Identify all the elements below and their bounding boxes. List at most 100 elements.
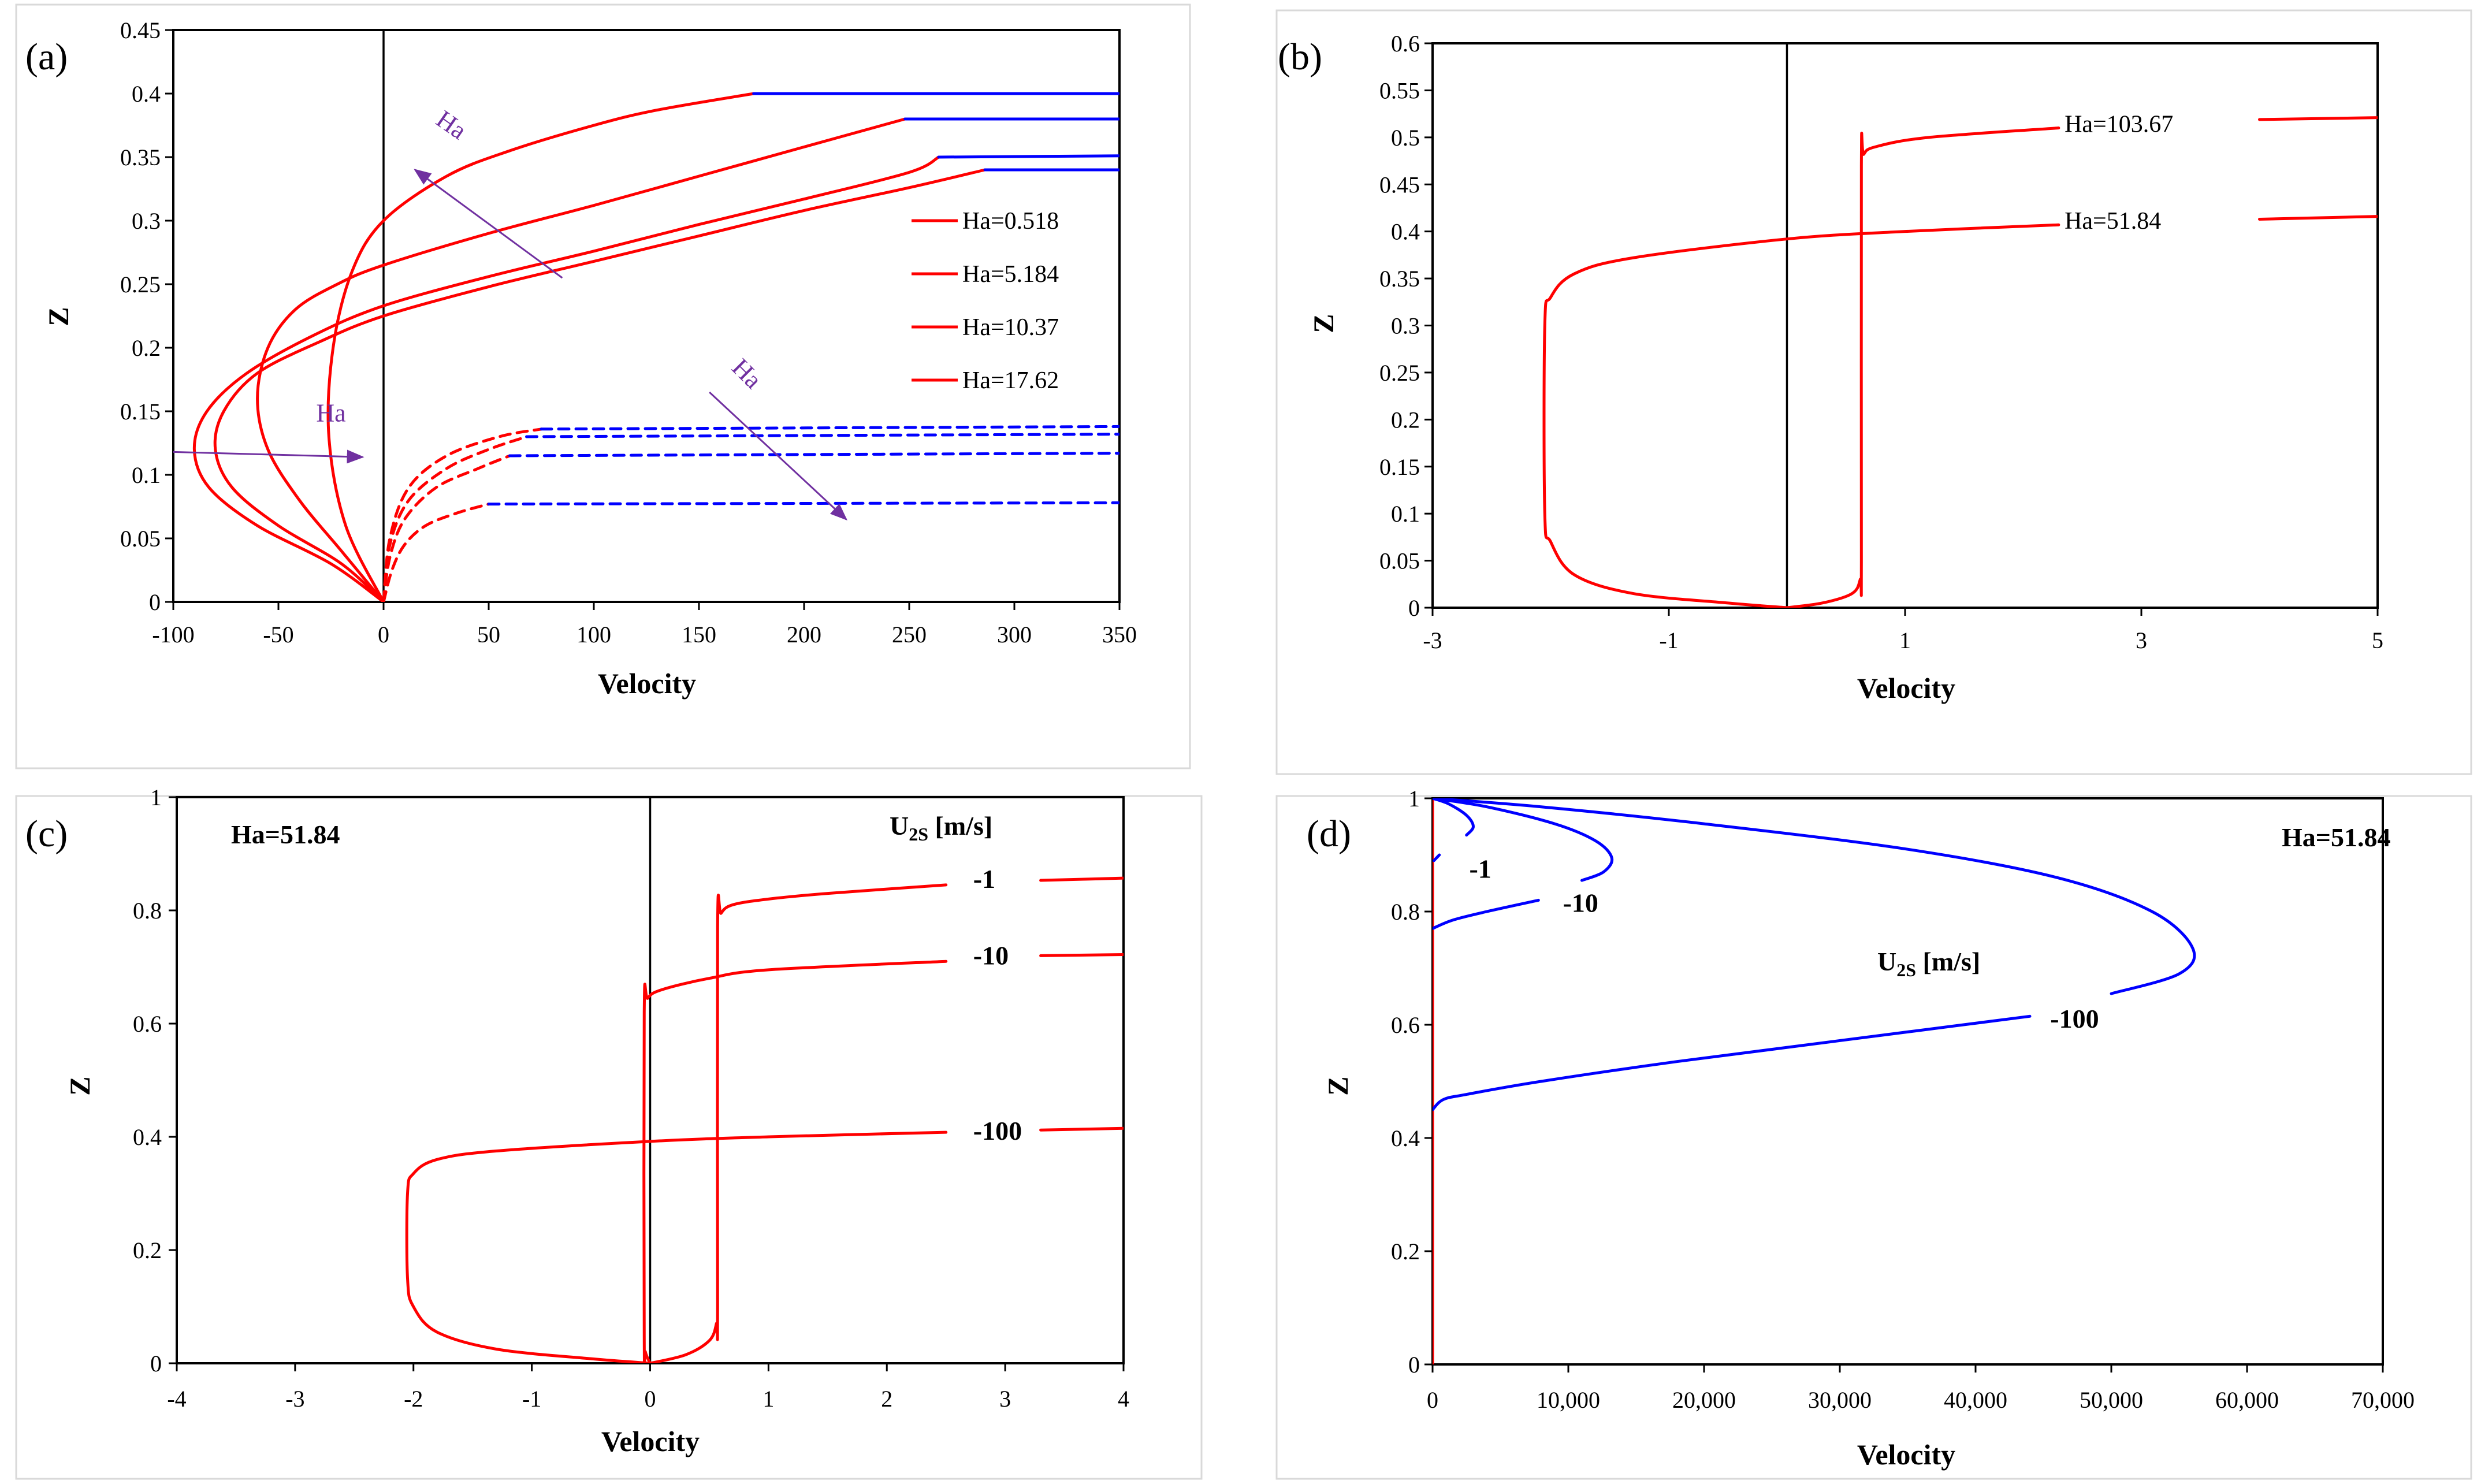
x-tick-label: 10,000	[1537, 1387, 1600, 1413]
x-tick-label: 100	[576, 622, 611, 648]
x-tick-label: 3	[999, 1386, 1011, 1412]
y-tick-label: 0.2	[133, 1237, 162, 1263]
plot-area	[172, 29, 1121, 603]
y-tick-label: 0.2	[1391, 407, 1420, 433]
legend-title-subscript: 2S	[1896, 959, 1916, 980]
x-tick-label: 4	[1118, 1386, 1129, 1412]
x-tick-label: -4	[167, 1386, 186, 1412]
panel-letter: (c)	[25, 813, 68, 855]
x-tick-label: -3	[285, 1386, 304, 1412]
y-tick-label: 0.4	[133, 1124, 162, 1150]
y-tick-label: 0.6	[1391, 31, 1420, 57]
series-line-ha-5.184-lower-	[382, 454, 511, 602]
curve-label: Ha=51.84	[2065, 208, 2161, 235]
y-tick-label: 1	[150, 784, 162, 810]
x-axis-label: Velocity	[1857, 1438, 1955, 1471]
y-tick-label: 0.5	[1391, 125, 1420, 151]
panel-a: -100 -50 0 50 100 150 200 250 300 350 0 0.05 0.1 0.15…	[15, 3, 1191, 769]
x-tick-label: 250	[892, 622, 927, 648]
x-tick-label: -3	[1423, 627, 1442, 653]
y-tick-label: 0.2	[132, 335, 161, 361]
legend-entry: Ha=0.518	[962, 208, 1059, 235]
y-tick-label: 0.55	[1379, 77, 1420, 103]
series-group	[1433, 798, 2196, 1364]
y-tick-label: 0.6	[133, 1011, 162, 1037]
y-tick-label: 0	[149, 589, 161, 615]
y-axis-label: Z	[42, 307, 75, 326]
curve-label: Ha=103.67	[2065, 111, 2173, 137]
curve-label: -1	[973, 864, 995, 894]
y-tick-label: 0.4	[1391, 1125, 1420, 1151]
series-line--10-ext-	[1039, 953, 1124, 957]
legend-entry: Ha=5.184	[962, 261, 1059, 288]
ha-arrow	[414, 169, 563, 279]
x-tick-label: -100	[152, 622, 194, 648]
curve-label: -100	[2050, 1004, 2099, 1033]
x-tick-label: 5	[2372, 627, 2383, 653]
series-line--100-ext-	[1039, 1126, 1124, 1132]
y-tick-label: 0.2	[1391, 1238, 1420, 1264]
series-line-ha-51.84-ext-	[2258, 215, 2378, 221]
y-tick-label: 0.05	[1379, 548, 1420, 574]
x-tick-label: 70,000	[2351, 1387, 2415, 1413]
series-line-ha-5.184-lower-ext-	[508, 452, 1119, 458]
y-tick-label: 0	[1408, 595, 1420, 621]
x-tick-label: 0	[645, 1386, 656, 1412]
curve-label: -100	[973, 1116, 1022, 1145]
x-tick-label: 200	[787, 622, 821, 648]
series-line--1-lower-	[1433, 853, 1441, 862]
y-axis-label: Z	[1307, 314, 1340, 333]
x-tick-label: 3	[2136, 627, 2147, 653]
legend-entry: Ha=17.62	[962, 367, 1059, 394]
x-axis-label: Velocity	[1857, 672, 1955, 704]
series-line-ha-0.518-lower-	[382, 503, 490, 602]
series-line-ha-51.84	[1542, 223, 2060, 608]
legend-title-subscript: 2S	[909, 824, 928, 845]
legend-entry: Ha=10.37	[962, 314, 1059, 341]
series-line--100	[1433, 798, 2196, 995]
series-line-ha-17.62-lower-ext-	[540, 425, 1119, 431]
panel-title: Ha=51.84	[231, 820, 340, 849]
ha-arrow	[709, 391, 847, 521]
y-axis-label: Z	[1322, 1076, 1354, 1095]
y-tick-label: 0.1	[1391, 501, 1420, 527]
panel-frame	[1275, 795, 2472, 1480]
y-tick-label: 0.1	[132, 462, 161, 488]
x-tick-label: 50,000	[2080, 1387, 2143, 1413]
y-tick-label: 0.8	[133, 898, 162, 924]
y-tick-label: 0	[1408, 1352, 1420, 1378]
series-line--1-ext-	[1039, 876, 1124, 882]
panel-c: -4 -3 -2 -1 0 1 2 3 400.20.40.60.81VelocityZ(c)-…	[15, 784, 1203, 1480]
legend-title: U2S [m/s]	[890, 811, 992, 845]
series-line--1	[1433, 798, 1475, 837]
curve-label: -1	[1469, 854, 1491, 884]
y-tick-label: 0.15	[1379, 454, 1420, 480]
ha-arrow	[173, 449, 364, 464]
x-tick-label: -1	[522, 1386, 541, 1412]
series-line-ha-10.37	[256, 117, 907, 602]
y-tick-label: 0	[150, 1351, 162, 1377]
y-tick-label: 0.45	[120, 17, 161, 43]
x-tick-label: 1	[1899, 627, 1911, 653]
y-tick-label: 0.6	[1391, 1012, 1420, 1038]
series-line-ha-5.184-upper-ext-	[937, 154, 1119, 159]
panel-letter: (d)	[1307, 813, 1351, 855]
series-line--100-lower-	[1433, 1014, 2032, 1111]
y-tick-label: 0.05	[120, 526, 161, 552]
series-line-ha-103.67-ext-	[2258, 116, 2378, 121]
y-tick-label: 1	[1408, 786, 1420, 812]
series-line--100	[405, 1130, 948, 1363]
curve-label: -10	[1563, 888, 1598, 917]
legend-title-unit: [m/s]	[928, 811, 992, 840]
y-tick-label: 0.45	[1379, 172, 1420, 198]
plot-area	[1431, 797, 2384, 1366]
y-tick-label: 0.15	[120, 399, 161, 425]
legend-title-u: U	[1877, 947, 1896, 976]
legend: Ha=0.518 Ha=5.184 Ha=10.37 Ha=17.62	[912, 208, 1059, 394]
series-line--10-lower-	[1433, 898, 1540, 930]
y-tick-label: 0.4	[132, 81, 161, 107]
x-tick-label: -1	[1659, 627, 1678, 653]
series-group	[405, 876, 1124, 1363]
y-tick-label: 0.4	[1391, 219, 1420, 245]
